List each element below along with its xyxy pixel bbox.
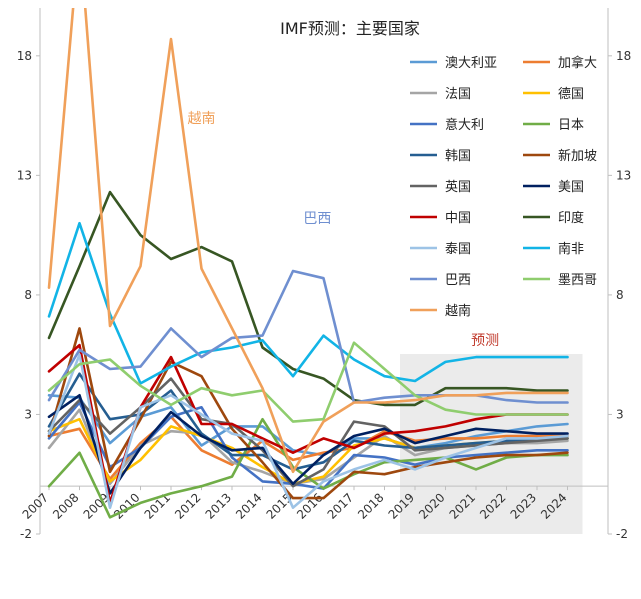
legend-item-13: 南非 <box>523 241 584 257</box>
legend-label: 新加坡 <box>558 148 597 164</box>
legend-label: 英国 <box>445 180 471 195</box>
series-line-4 <box>47 401 569 490</box>
x-tick-label: 2008 <box>50 490 81 521</box>
legend-item-15: 墨西哥 <box>523 273 597 288</box>
annotation-2: 预测 <box>471 333 499 349</box>
legend-label: 澳大利亚 <box>445 55 497 71</box>
legend-label: 韩国 <box>445 149 471 164</box>
legend-label: 南非 <box>558 241 584 257</box>
legend-item-7: 新加坡 <box>523 148 597 164</box>
y-tick-label-left: 8 <box>24 288 32 302</box>
legend-item-4: 意大利 <box>410 117 484 133</box>
y-tick-label-right: 8 <box>616 288 624 302</box>
legend-label: 法国 <box>445 87 471 102</box>
legend-item-8: 英国 <box>410 180 471 195</box>
x-tick-label: 2007 <box>20 490 51 521</box>
legend-label: 意大利 <box>445 117 484 133</box>
legend-label: 德国 <box>558 87 584 102</box>
series-line-12 <box>47 353 569 510</box>
x-tick-label: 2013 <box>203 490 234 521</box>
legend-label: 墨西哥 <box>558 273 597 288</box>
legend-item-3: 德国 <box>523 87 584 102</box>
legend-item-5: 日本 <box>523 118 584 133</box>
x-tick-label: 2012 <box>172 490 203 521</box>
legend-label: 泰国 <box>445 242 471 257</box>
series-line-15 <box>47 341 569 423</box>
y-tick-label-right: -2 <box>616 527 628 541</box>
legend-label: 巴西 <box>445 273 471 288</box>
legend-item-16: 越南 <box>410 303 471 319</box>
legend-label: 加拿大 <box>558 55 597 71</box>
y-tick-label-left: 3 <box>24 407 32 421</box>
legend-label: 日本 <box>558 118 584 133</box>
x-tick-label: 2018 <box>355 490 386 521</box>
y-tick-label-left: -2 <box>20 527 32 541</box>
legend-label: 印度 <box>558 210 584 226</box>
series-line-1 <box>47 415 569 481</box>
y-tick-label-left: 13 <box>17 168 32 182</box>
x-tick-label: 2010 <box>111 490 142 521</box>
y-tick-label-right: 13 <box>616 168 631 182</box>
legend-item-10: 中国 <box>410 211 471 226</box>
x-tick-label: 2014 <box>233 490 264 521</box>
series-line-11 <box>47 190 569 407</box>
legend-label: 美国 <box>558 180 584 195</box>
y-tick-label-left: 18 <box>17 49 32 63</box>
x-tick-label: 2017 <box>325 490 356 521</box>
series-line-9 <box>47 393 569 495</box>
chart-title: IMF预测：主要国家 <box>280 19 420 38</box>
series-line-13 <box>47 221 569 385</box>
legend-item-9: 美国 <box>523 180 584 195</box>
legend-item-2: 法国 <box>410 87 471 102</box>
series-lines <box>47 8 569 519</box>
legend-label: 越南 <box>445 303 471 319</box>
legend-label: 中国 <box>445 211 471 226</box>
series-line-16 <box>47 8 569 474</box>
annotation-0: 越南 <box>188 111 216 127</box>
y-tick-label-right: 3 <box>616 407 624 421</box>
legend-item-12: 泰国 <box>410 242 471 257</box>
x-tick-label: 2016 <box>294 490 325 521</box>
y-tick-label-right: 18 <box>616 49 631 63</box>
legend-item-14: 巴西 <box>410 273 471 288</box>
legend-item-0: 澳大利亚 <box>410 55 497 71</box>
legend-item-6: 韩国 <box>410 149 471 164</box>
legend-item-11: 印度 <box>523 210 584 226</box>
series-layer <box>47 8 569 519</box>
legend-item-1: 加拿大 <box>523 55 597 71</box>
annotation-1: 巴西 <box>303 211 331 227</box>
series-line-6 <box>47 372 569 471</box>
